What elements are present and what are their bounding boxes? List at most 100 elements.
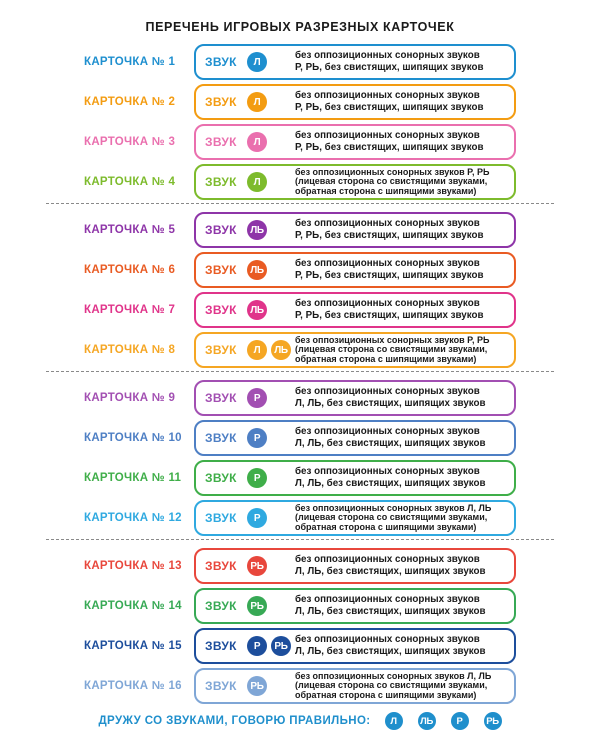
sound-word: ЗВУК (205, 263, 237, 277)
card-description: без оппозиционных сонорных звуков Р, РЬ(… (295, 336, 508, 364)
description-line: Л, ЛЬ, без свистящих, шипящих звуков (295, 398, 486, 409)
card-label: КАРТОЧКА № 2 (84, 96, 176, 108)
card-box: ЗВУК ЛЬ без оппозиционных сонорных звуков Р… (194, 212, 516, 248)
description-line: без оппозиционных сонорных звуков Л, ЛЬ (295, 504, 492, 513)
description-line: без оппозиционных сонорных звуков (295, 425, 480, 437)
card-description: без оппозиционных сонорных звуков Л, ЛЬ, … (295, 632, 508, 660)
description-line: (лицевая сторона со свистящими звуками, (295, 344, 488, 355)
card-row: КАРТОЧКА № 14 ЗВУК РЬ без оппозиционных сон… (0, 588, 600, 624)
sound-badges: ЛЬ (247, 220, 267, 240)
sound-badges: Р (247, 428, 267, 448)
description-line: Р, РЬ, без свистящих, шипящих звуков (295, 142, 484, 153)
description-line: без оппозиционных сонорных звуков (295, 385, 480, 397)
sound-badge: Р (247, 636, 267, 656)
footer-slogan: ДРУЖУ СО ЗВУКАМИ, ГОВОРЮ ПРАВИЛЬНО: (98, 715, 371, 727)
sound-badges: Л (247, 52, 267, 72)
card-label: КАРТОЧКА № 8 (84, 344, 176, 356)
description-line: Л, ЛЬ, без свистящих, шипящих звуков (295, 566, 486, 577)
sound-word: ЗВУК (205, 511, 237, 525)
card-label: КАРТОЧКА № 15 (84, 640, 182, 652)
sound-badges: Л (247, 132, 267, 152)
description-line: без оппозиционных сонорных звуков (295, 217, 480, 229)
sound-badge: РЬ (271, 636, 291, 656)
sound-badges: РЬ (247, 676, 267, 696)
card-box: ЗВУК Р РЬ без оппозиционных сонорных звуков… (194, 628, 516, 664)
description-line: без оппозиционных сонорных звуков (295, 593, 480, 605)
section-divider (46, 539, 554, 540)
description-line: Л, ЛЬ, без свистящих, шипящих звуков (295, 606, 486, 617)
card-label: КАРТОЧКА № 14 (84, 600, 182, 612)
section-divider (46, 203, 554, 204)
card-label: КАРТОЧКА № 13 (84, 560, 182, 572)
card-label: КАРТОЧКА № 4 (84, 176, 176, 188)
sound-badges: Л ЛЬ (247, 340, 291, 360)
card-description: без оппозиционных сонорных звуков Р, РЬ, … (295, 48, 508, 76)
sound-badges: Р РЬ (247, 636, 291, 656)
description-line: (лицевая сторона со свистящими звуками, (295, 680, 488, 691)
description-line: без оппозиционных сонорных звуков (295, 297, 480, 309)
sound-badge: ЛЬ (247, 260, 267, 280)
description-line: без оппозиционных сонорных звуков (295, 129, 480, 141)
sound-word: ЗВУК (205, 639, 237, 653)
sound-word: ЗВУК (205, 599, 237, 613)
sound-word: ЗВУК (205, 343, 237, 357)
sound-badge: Р (247, 428, 267, 448)
sound-badge: Р (247, 508, 267, 528)
sound-badges: ЛЬ (247, 260, 267, 280)
description-line: (лицевая сторона со свистящими звуками, (295, 512, 488, 523)
card-label: КАРТОЧКА № 6 (84, 264, 176, 276)
description-line: Р, РЬ, без свистящих, шипящих звуков (295, 270, 484, 281)
card-label: КАРТОЧКА № 10 (84, 432, 182, 444)
sound-badge: Р (247, 468, 267, 488)
description-line: без оппозиционных сонорных звуков (295, 465, 480, 477)
card-description: без оппозиционных сонорных звуков Р, РЬ, … (295, 216, 508, 244)
card-box: ЗВУК РЬ без оппозиционных сонорных звуков Л… (194, 588, 516, 624)
sound-badge: Л (384, 712, 403, 730)
description-line: без оппозиционных сонорных звуков Л, ЛЬ (295, 672, 492, 681)
card-description: без оппозиционных сонорных звуков Л, ЛЬ, … (295, 552, 508, 580)
card-description: без оппозиционных сонорных звуков Р, РЬ, … (295, 296, 508, 324)
sound-badge: ЛЬ (417, 712, 436, 730)
sound-word: ЗВУК (205, 471, 237, 485)
description-line: Р, РЬ, без свистящих, шипящих звуков (295, 62, 484, 73)
card-description: без оппозиционных сонорных звуков Р, РЬ, … (295, 256, 508, 284)
card-box: ЗВУК Л ЛЬ без оппозиционных сонорных звуков… (194, 332, 516, 368)
description-line: обратная сторона с шипящими звуками) (295, 185, 477, 196)
sound-badges: Л (247, 92, 267, 112)
card-row: КАРТОЧКА № 16 ЗВУК РЬ без оппозиционных сон… (0, 668, 600, 704)
description-line: без оппозиционных сонорных звуков (295, 633, 480, 645)
sound-badge: РЬ (247, 596, 267, 616)
description-line: без оппозиционных сонорных звуков Р, РЬ (295, 336, 490, 345)
card-label: КАРТОЧКА № 1 (84, 56, 176, 68)
sound-badge: Л (247, 52, 267, 72)
card-description: без оппозиционных сонорных звуков Л, ЛЬ(… (295, 504, 508, 532)
card-description: без оппозиционных сонорных звуков Л, ЛЬ, … (295, 384, 508, 412)
card-box: ЗВУК ЛЬ без оппозиционных сонорных звуков Р… (194, 252, 516, 288)
sound-badge: ЛЬ (247, 220, 267, 240)
card-label: КАРТОЧКА № 11 (84, 472, 182, 484)
card-label: КАРТОЧКА № 16 (84, 680, 182, 692)
card-box: ЗВУК ЛЬ без оппозиционных сонорных звуков Р… (194, 292, 516, 328)
description-line: Л, ЛЬ, без свистящих, шипящих звуков (295, 438, 486, 449)
sound-badges: РЬ (247, 556, 267, 576)
sound-badge: Р (450, 712, 469, 730)
description-line: без оппозиционных сонорных звуков (295, 89, 480, 101)
description-line: обратная сторона с шипящими звуками) (295, 521, 477, 532)
sound-word: ЗВУК (205, 303, 237, 317)
sound-word: ЗВУК (205, 679, 237, 693)
footer-badges: Л ЛЬ Р РЬ (384, 712, 502, 730)
card-description: без оппозиционных сонорных звуков Л, ЛЬ, … (295, 592, 508, 620)
card-row: КАРТОЧКА № 8 ЗВУК Л ЛЬ без оппозиционных сон… (0, 332, 600, 368)
sound-word: ЗВУК (205, 391, 237, 405)
sound-badge: РЬ (247, 556, 267, 576)
card-description: без оппозиционных сонорных звуков Л, ЛЬ, … (295, 424, 508, 452)
card-box: ЗВУК РЬ без оппозиционных сонорных звуков … (194, 668, 516, 704)
